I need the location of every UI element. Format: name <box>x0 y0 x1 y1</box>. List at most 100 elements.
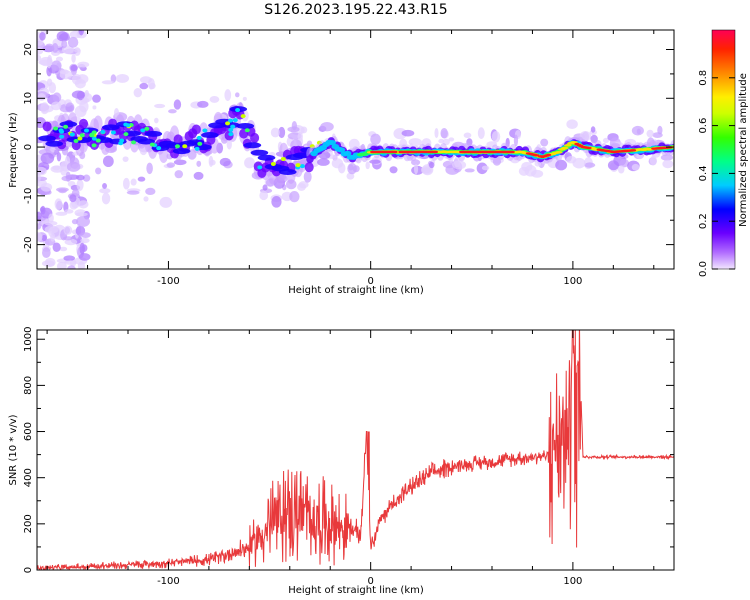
y-tick-label: -10 <box>23 188 34 204</box>
noise-blob <box>555 159 568 171</box>
noise-blob <box>197 100 209 108</box>
noise-blob <box>44 220 58 226</box>
noise-blob <box>271 196 282 208</box>
ridge-hotspot <box>270 161 276 166</box>
spectrogram-y-label: Frequency (Hz) <box>8 112 19 188</box>
noise-blob <box>54 198 63 210</box>
noise-blob <box>44 225 59 234</box>
noise-blob <box>463 132 472 139</box>
ridge-hotspot <box>182 144 188 149</box>
colorbar-tick-label: 0.0 <box>698 261 709 277</box>
noise-blob <box>40 102 50 115</box>
noise-blob <box>75 174 85 181</box>
noise-blob <box>346 172 355 180</box>
x-tick-label: -100 <box>157 576 180 587</box>
ridge-hotspot <box>89 133 95 138</box>
noise-blob <box>64 260 77 265</box>
noise-blob <box>421 165 433 175</box>
noise-blob <box>82 174 91 182</box>
ridge-blob <box>42 121 52 132</box>
noise-blob <box>58 188 67 194</box>
ridge-blob <box>109 138 127 145</box>
noise-blob <box>70 64 78 71</box>
ridge-hotspot <box>59 134 65 139</box>
noise-blob <box>69 200 78 210</box>
noise-blob <box>448 137 455 142</box>
noise-blob <box>77 61 90 68</box>
noise-blob <box>477 127 485 139</box>
noise-blob <box>631 163 640 171</box>
noise-blob <box>235 92 240 98</box>
noise-blob <box>590 126 596 133</box>
noise-blob <box>44 257 56 268</box>
spectrogram-y-ticks: -20 -10 0 10 20 <box>23 43 674 270</box>
noise-blob <box>193 171 204 180</box>
noise-blob <box>369 159 381 164</box>
ridge-blob <box>257 154 276 161</box>
noise-blob <box>298 181 309 189</box>
spectrogram-x-ticks: -100 0 100 <box>46 30 655 287</box>
ridge-hotspot <box>144 126 150 131</box>
noise-blob <box>166 162 176 168</box>
noise-blob <box>145 187 156 196</box>
x-tick-label: 100 <box>563 576 582 587</box>
noise-blob <box>52 242 61 253</box>
noise-blob <box>67 36 79 48</box>
snr-y-label: SNR (10 * v/v) <box>8 414 19 485</box>
ridge-hotspot <box>140 128 146 133</box>
noise-blob <box>224 89 232 101</box>
noise-blob <box>40 152 55 164</box>
noise-blob <box>78 200 89 209</box>
noise-blob <box>50 232 56 242</box>
snr-frame <box>36 329 675 571</box>
noise-blob <box>63 255 76 262</box>
noise-blob <box>584 162 596 168</box>
colorbar-label: Normalized spectral amplitude <box>738 73 749 227</box>
noise-blob <box>408 138 422 147</box>
noise-blob <box>56 31 69 42</box>
noise-blob <box>84 90 89 97</box>
noise-blob <box>196 160 202 167</box>
noise-blob <box>76 179 84 191</box>
y-tick-label: 600 <box>23 422 34 441</box>
noise-blob <box>481 165 490 171</box>
ridge-blob <box>201 132 219 139</box>
noise-blob <box>52 165 61 171</box>
noise-blob <box>60 165 68 176</box>
ridge-blob <box>250 132 260 143</box>
noise-blob <box>300 126 308 134</box>
noise-blob <box>37 93 46 101</box>
ridge-hotspot <box>91 136 97 141</box>
noise-blob <box>80 237 90 244</box>
noise-blob <box>173 159 187 166</box>
noise-blob <box>126 190 140 195</box>
noise-blob <box>79 242 85 255</box>
noise-blob <box>42 247 51 259</box>
ridge-core <box>533 154 540 157</box>
noise-blob <box>331 158 344 169</box>
noise-blob <box>464 168 475 173</box>
noise-blob <box>37 232 43 242</box>
noise-blob <box>303 171 312 183</box>
noise-blob <box>76 216 90 227</box>
noise-blob <box>389 166 398 174</box>
noise-blob <box>75 212 88 217</box>
noise-blob <box>244 157 255 169</box>
noise-blob <box>101 192 111 205</box>
noise-blob <box>531 169 544 178</box>
noise-blob <box>226 139 232 150</box>
noise-blob <box>37 166 47 176</box>
ridge-blob <box>250 149 269 156</box>
noise-blob <box>159 196 173 208</box>
noise-blob <box>146 162 153 175</box>
x-tick-label: 0 <box>367 276 373 287</box>
noise-blob <box>73 48 81 53</box>
ridge-hotspot <box>174 144 180 149</box>
noise-blob <box>137 176 146 182</box>
ridge-hotspot <box>228 127 234 132</box>
ridge-hotspot <box>69 132 75 137</box>
ridge-hotspot <box>202 128 208 133</box>
ridge-hotspot <box>118 141 124 146</box>
noise-blob <box>147 78 155 90</box>
noise-blob <box>51 60 62 71</box>
